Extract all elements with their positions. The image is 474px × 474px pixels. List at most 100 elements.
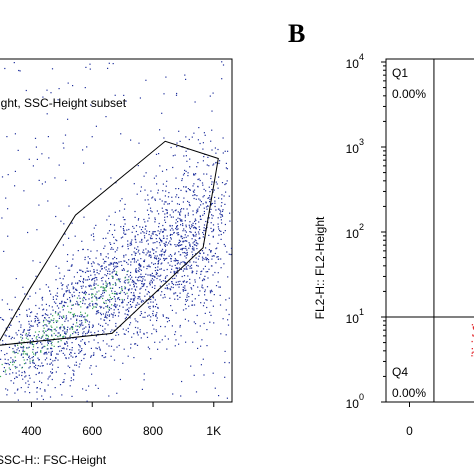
panel-a-event-dot [10,338,12,340]
panel-a-event-dot [23,329,25,331]
panel-a-event-dot [139,97,141,99]
panel-a-event-dot [94,295,96,297]
panel-a-event-dot [87,276,90,278]
panel-a-event-dot [101,286,103,288]
panel-a-event-dot [174,331,177,333]
panel-a-event-dot [166,211,168,214]
panel-a-event-dot [75,103,77,106]
panel-a-event-dot [199,252,201,254]
panel-a-event-dot [32,360,34,362]
panel-a-event-dot [157,307,159,309]
panel-a-event-dot [59,327,61,329]
panel-a-event-dot [83,354,85,356]
panel-a-event-dot [81,349,83,352]
panel-a-event-dot [154,275,156,278]
panel-a-event-dot [146,230,148,232]
panel-a-event-dot [171,200,173,202]
panel-a-event-dot [148,233,150,236]
panel-a-event-dot [48,320,50,322]
panel-a-event-dot [105,302,107,304]
panel-a-event-dot [32,340,34,342]
panel-a-event-dot [209,292,212,294]
panel-a-event-dot [100,294,102,296]
panel-a-event-dot [100,266,102,268]
panel-a-event-dot [5,369,7,371]
panel-a-event-dot [210,175,212,177]
panel-a-event-dot [79,323,81,326]
panel-a-event-dot [105,334,108,336]
panel-a-event-dot [18,329,20,332]
panel-a-event-dot [216,247,218,249]
panel-a-event-dot [70,380,72,382]
panel-a-event-dot [104,274,106,276]
panel-a-event-dot [72,369,74,371]
panel-a-event-dot [213,255,215,257]
panel-a-event-dot [187,172,189,174]
panel-a-event-dot [94,287,96,289]
panel-a-event-dot [14,352,16,354]
panel-a-event-dot [46,338,48,340]
panel-a-event-dot [165,241,167,243]
panel-a-event-dot [192,341,194,343]
panel-a-event-dot [162,224,164,227]
panel-a-event-dot [140,311,142,313]
panel-a-event-dot [219,286,221,288]
panel-a-event-dot [109,242,111,244]
panel-a-event-dot [196,264,198,267]
panel-a-event-dot [45,324,47,326]
panel-a-event-dot [140,186,142,188]
panel-a-event-dot [3,367,5,369]
panel-a-event-dot [38,322,40,324]
panel-a-event-dot [56,353,58,355]
panel-a-event-dot [123,348,125,350]
panel-a-event-dot [136,286,138,288]
panel-a-event-dot [180,236,182,238]
panel-a-event-dot [143,252,145,254]
panel-a-event-dot [85,66,87,68]
panel-a-event-dot [185,226,187,228]
panel-a-event-dot [181,249,183,251]
panel-a-event-dot [170,238,172,240]
panel-b-event-dot [472,327,474,329]
panel-a-event-dot [155,314,157,316]
panel-a-event-dot [195,253,197,255]
panel-a-event-dot [12,364,14,366]
panel-a-event-dot [225,183,227,185]
panel-a-event-dot [55,330,57,332]
panel-a-event-dot [164,296,166,298]
panel-a-event-dot [180,248,182,250]
panel-a-event-dot [14,345,16,347]
panel-a-event-dot [209,311,211,313]
panel-a-event-dot [202,279,204,281]
panel-a-event-dot [179,244,181,246]
panel-a-event-dot [94,332,96,334]
panel-a-event-dot [97,310,99,312]
panel-a-event-dot [48,305,50,307]
panel-a-event-dot [134,238,136,240]
panel-a-event-dot [122,216,124,218]
panel-a-event-dot [175,312,177,314]
panel-a-event-dot [184,234,186,236]
panel-a-event-dot [62,142,64,144]
panel-a-event-dot [206,173,208,175]
panel-a-event-dot [137,296,139,298]
panel-a-event-dot [160,254,162,256]
panel-a-event-dot [36,387,38,389]
panel-a-event-dot [134,306,137,308]
panel-a-event-dot [72,333,74,335]
panel-a-event-dot [93,352,95,354]
panel-a-event-dot [227,150,229,152]
panel-a-event-dot [148,264,150,266]
panel-a-event-dot [189,228,191,230]
panel-a-event-dot [67,326,69,328]
panel-a-event-dot [166,257,168,260]
panel-a-event-dot [185,289,187,291]
panel-a-event-dot [124,279,126,282]
panel-a-event-dot [177,228,179,230]
panel-a-event-dot [32,348,34,351]
panel-a-event-dot [195,223,197,225]
panel-a-event-dot [84,87,86,89]
panel-a-event-dot [169,297,171,299]
panel-a-event-dot [47,338,49,340]
panel-a-event-dot [29,366,31,368]
